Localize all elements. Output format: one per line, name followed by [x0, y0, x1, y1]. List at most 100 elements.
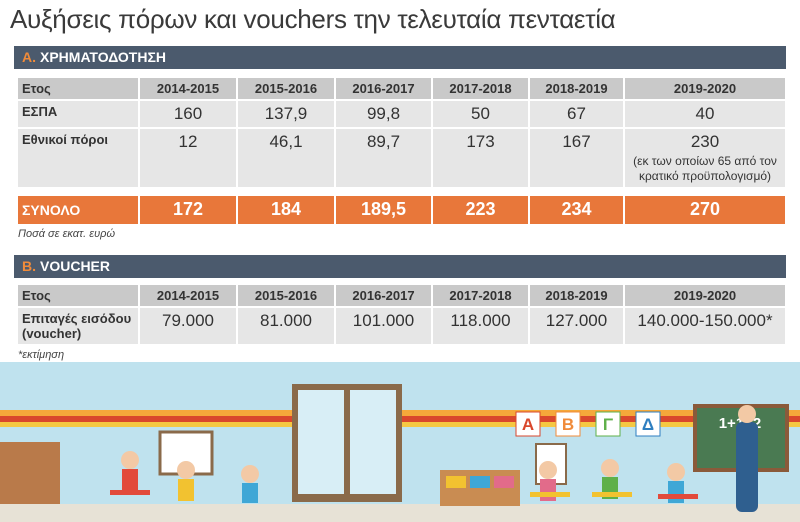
- letter-block: [635, 411, 661, 437]
- section-bar: Β. VOUCHER: [14, 255, 786, 278]
- cell: 79.000: [140, 308, 236, 344]
- section-letter: Β.: [22, 258, 36, 274]
- page-title: Αυξήσεις πόρων και vouchers την τελευταί…: [10, 4, 616, 34]
- header-row: Ετος 2014-2015 2015-2016 2016-2017 2017-2018…: [18, 285, 785, 306]
- desk: [592, 492, 632, 497]
- table: Ετος 2014-2015 2015-2016 2016-2017 2017-2018…: [18, 285, 785, 346]
- header-cell: 2015-2016: [238, 285, 334, 306]
- cell: 101.000: [336, 308, 431, 344]
- child: [539, 461, 557, 479]
- cell: Επιταγές εισόδου (voucher): [18, 308, 138, 344]
- window-pane: [298, 390, 344, 494]
- block-letter: Β: [562, 415, 574, 434]
- value: 40: [695, 104, 715, 123]
- header-cell: 2017-2018: [433, 78, 528, 99]
- floor: [0, 504, 800, 522]
- header-cell: 2014-2015: [140, 285, 236, 306]
- table: Ετος 2014-2015 2015-2016 2016-2017 2017-2018…: [18, 78, 785, 226]
- letter-block: [555, 411, 581, 437]
- total-cell: 189,5: [336, 196, 431, 224]
- value: 67: [567, 104, 586, 123]
- value: 160: [173, 104, 203, 123]
- row-label: Εθνικοί πόροι: [22, 132, 109, 147]
- bin: [446, 476, 466, 488]
- header-cell: 2015-2016: [238, 78, 334, 99]
- cell: 89,7: [336, 129, 431, 187]
- row-label: ΕΣΠΑ: [22, 104, 58, 119]
- bin: [470, 476, 490, 488]
- total-cell: 223: [433, 196, 528, 224]
- value: 101.000: [352, 311, 415, 330]
- value: 99,8: [366, 104, 401, 123]
- header-cell: 2018-2019: [530, 285, 623, 306]
- header-cell: 2014-2015: [140, 78, 236, 99]
- letter-block: [515, 411, 541, 437]
- value: 79.000: [162, 311, 214, 330]
- header-cell: 2018-2019: [530, 78, 623, 99]
- header-cell: Ετος: [18, 285, 138, 306]
- header-cell: 2016-2017: [336, 285, 431, 306]
- value: 167: [562, 132, 591, 151]
- header-row: Ετος 2014-2015 2015-2016 2016-2017 2017-2018…: [18, 78, 785, 99]
- cell: 12: [140, 129, 236, 187]
- cell: 67: [530, 101, 623, 127]
- total-cell: 172: [140, 196, 236, 224]
- value: 12: [178, 132, 198, 151]
- cell: 167: [530, 129, 623, 187]
- shelf: [0, 442, 60, 504]
- section-title: ΧΡΗΜΑΤΟΔΟΤΗΣΗ: [40, 49, 166, 65]
- letter-block: [595, 411, 621, 437]
- value: 173: [466, 132, 495, 151]
- cell: ΕΣΠΑ: [18, 101, 138, 127]
- cell: 160: [140, 101, 236, 127]
- header-cell: 2019-2020: [625, 285, 785, 306]
- child: [668, 481, 684, 503]
- value: 127.000: [545, 311, 608, 330]
- value: 118.000: [450, 311, 511, 330]
- value: 81.000: [260, 311, 312, 330]
- value: 140.000-150.000*: [637, 311, 773, 330]
- cell: 137,9: [238, 101, 334, 127]
- cell: 99,8: [336, 101, 431, 127]
- total-cell: 184: [238, 196, 334, 224]
- cell: 118.000: [433, 308, 528, 344]
- total-cell: 234: [530, 196, 623, 224]
- section-letter: Α.: [22, 49, 36, 65]
- block-letter: Α: [522, 415, 534, 434]
- desk: [530, 492, 570, 497]
- data-row: Εθνικοί πόροι 12 46,1 89,7 173 167 230 (εκ των …: [18, 129, 785, 187]
- block-letter: Γ: [603, 415, 613, 434]
- cell: 140.000-150.000*: [625, 308, 785, 344]
- teacher: [736, 422, 758, 512]
- header-cell: Ετος: [18, 78, 138, 99]
- child: [122, 469, 138, 491]
- value: 230: [690, 132, 720, 151]
- value: 89,7: [366, 132, 401, 151]
- child: [242, 483, 258, 503]
- total-cell: ΣΥΝΟΛΟ: [18, 196, 138, 224]
- cell-note: (εκ των οποίων 65 από τον κρατικό προϋπο…: [633, 154, 777, 183]
- header-cell: 2019-2020: [625, 78, 785, 99]
- children: [110, 451, 698, 503]
- value: 50: [471, 104, 490, 123]
- cell: 50: [433, 101, 528, 127]
- teacher-head: [738, 405, 756, 423]
- value: 137,9: [264, 104, 308, 123]
- cell: 127.000: [530, 308, 623, 344]
- row-label: Επιταγές εισόδου (voucher): [22, 311, 132, 341]
- header-cell: 2016-2017: [336, 78, 431, 99]
- child: [667, 463, 685, 481]
- cell: 46,1: [238, 129, 334, 187]
- bin: [494, 476, 514, 488]
- desk: [110, 490, 150, 495]
- section-title: VOUCHER: [40, 258, 111, 274]
- total-cell: 270: [625, 196, 785, 224]
- desk: [658, 494, 698, 499]
- cell: Εθνικοί πόροι: [18, 129, 138, 187]
- cell: 40: [625, 101, 785, 127]
- header-cell: 2017-2018: [433, 285, 528, 306]
- child: [177, 461, 195, 479]
- cell: 81.000: [238, 308, 334, 344]
